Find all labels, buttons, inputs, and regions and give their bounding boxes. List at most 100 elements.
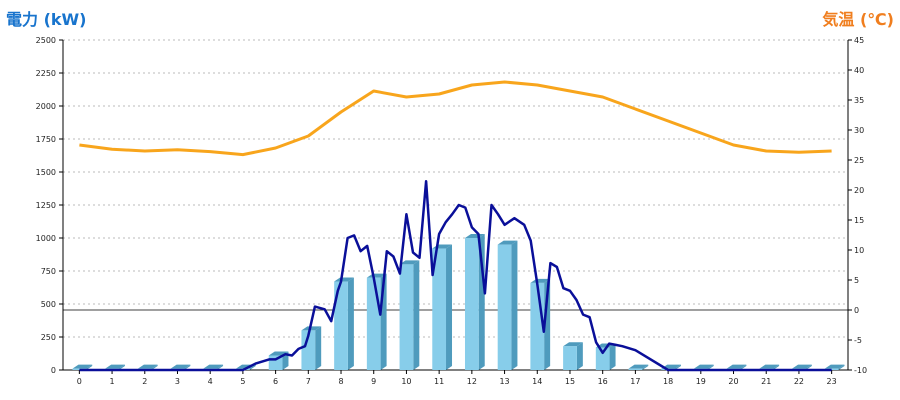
- bar-side: [674, 364, 681, 370]
- x-tick-label: 16: [598, 377, 608, 386]
- x-tick-label: 0: [77, 377, 82, 386]
- x-tick-label: 1: [110, 377, 115, 386]
- left-tick-label: 750: [41, 267, 56, 276]
- bar-side: [217, 364, 224, 370]
- bar-side: [315, 326, 322, 370]
- x-tick-label: 7: [306, 377, 311, 386]
- x-tick-label: 15: [565, 377, 575, 386]
- x-tick-label: 10: [401, 377, 411, 386]
- bar-top: [334, 277, 354, 282]
- left-tick-label: 1250: [36, 201, 56, 210]
- bar-side: [446, 244, 453, 370]
- bar: [824, 368, 839, 370]
- left-tick-label: 1750: [36, 135, 56, 144]
- bar-side: [609, 343, 616, 370]
- bar-top: [170, 364, 191, 369]
- bar: [366, 277, 381, 370]
- left-tick-label: 1000: [36, 234, 56, 243]
- left-tick-label: 2250: [36, 69, 56, 78]
- temperature-axis-title: 気温 (℃): [822, 10, 894, 29]
- power-axis-title: 電力 (kW): [6, 10, 87, 29]
- x-tick-label: 2: [142, 377, 147, 386]
- bar-side: [118, 364, 125, 370]
- right-tick-label: 25: [854, 156, 864, 165]
- bar-top: [759, 364, 780, 369]
- bar-top: [105, 364, 125, 369]
- bar-side: [347, 277, 354, 370]
- bar-top: [203, 364, 224, 369]
- x-tick-label: 17: [630, 377, 640, 386]
- x-tick-label: 5: [240, 377, 245, 386]
- bar-top: [693, 364, 714, 369]
- bar: [464, 238, 479, 370]
- bar-side: [740, 364, 747, 370]
- x-tick-label: 19: [696, 377, 706, 386]
- bar-side: [642, 364, 649, 370]
- right-tick-label: 5: [854, 276, 859, 285]
- bar: [432, 248, 447, 370]
- temperature-line: [79, 80, 832, 157]
- x-tick-label: 11: [434, 377, 444, 386]
- bar-top: [72, 364, 93, 369]
- bar-top: [628, 364, 649, 369]
- bar-side: [249, 364, 256, 370]
- power-line: [79, 179, 832, 372]
- x-tick-label: 13: [499, 377, 509, 386]
- x-tick-label: 3: [175, 377, 180, 386]
- bar-side: [86, 364, 93, 370]
- x-tick-label: 4: [208, 377, 213, 386]
- bar-top: [824, 364, 845, 369]
- left-tick-label: 2500: [36, 36, 56, 45]
- right-tick-label: 0: [854, 306, 859, 315]
- right-tick-label: -5: [854, 336, 862, 345]
- x-tick-label: 8: [338, 377, 343, 386]
- bar: [301, 330, 316, 370]
- bar: [72, 368, 87, 370]
- x-tick-label: 6: [273, 377, 278, 386]
- x-tick-label: 22: [794, 377, 804, 386]
- right-tick-label: 15: [854, 216, 864, 225]
- x-tick-label: 18: [663, 377, 673, 386]
- bar: [563, 346, 577, 370]
- bar-side: [413, 260, 420, 370]
- x-tick-label: 12: [467, 377, 477, 386]
- right-tick-label: 20: [854, 186, 864, 195]
- bar-top: [366, 273, 387, 278]
- bar-top: [137, 364, 158, 369]
- bar-top: [726, 364, 747, 369]
- left-tick-label: 500: [41, 300, 56, 309]
- left-tick-label: 1500: [36, 168, 56, 177]
- right-tick-label: -10: [854, 366, 867, 375]
- right-tick-label: 30: [854, 126, 864, 135]
- left-tick-label: 250: [41, 333, 56, 342]
- bar-top: [530, 278, 551, 283]
- bar: [497, 244, 512, 370]
- bar-side: [511, 240, 518, 370]
- bar-top: [563, 342, 583, 347]
- bar: [334, 281, 348, 370]
- bar-side: [838, 364, 845, 370]
- x-tick-label: 20: [728, 377, 738, 386]
- x-tick-label: 23: [827, 377, 837, 386]
- bar-side: [773, 364, 780, 370]
- bar-side: [805, 364, 812, 370]
- bar: [595, 347, 610, 370]
- left-tick-label: 2000: [36, 102, 56, 111]
- bar: [628, 368, 643, 370]
- bar: [399, 264, 414, 370]
- bar-side: [184, 364, 191, 370]
- x-tick-label: 9: [371, 377, 376, 386]
- bar-top: [497, 240, 518, 245]
- right-tick-label: 45: [854, 36, 864, 45]
- bar-top: [301, 326, 322, 331]
- right-tick-label: 10: [854, 246, 864, 255]
- x-tick-label: 14: [532, 377, 542, 386]
- bar-top: [792, 364, 812, 369]
- left-tick-label: 0: [51, 366, 56, 375]
- right-tick-label: 40: [854, 66, 864, 75]
- bar-side: [576, 342, 583, 370]
- x-tick-label: 21: [761, 377, 771, 386]
- bar-top: [399, 260, 420, 265]
- right-tick-label: 35: [854, 96, 864, 105]
